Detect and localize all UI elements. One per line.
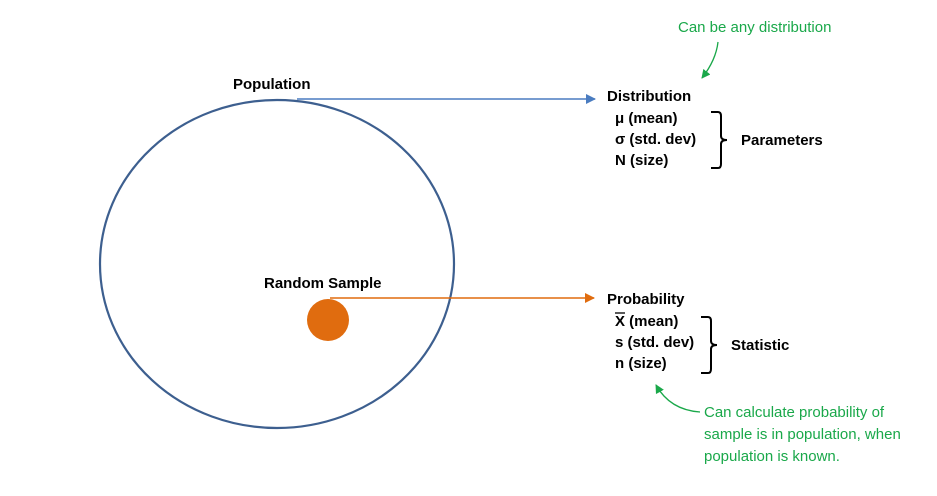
parameter-std-dev: σ (std. dev) [615,131,696,148]
statistic-mean: X (mean) [615,313,678,330]
parameters-label: Parameters [741,132,823,149]
random-sample-label: Random Sample [264,275,382,292]
parameter-mean: μ (mean) [615,110,678,127]
statistic-brace [701,316,718,374]
distribution-title: Distribution [607,88,691,105]
probability-note-line-1: Can calculate probability of [704,404,885,421]
random-sample-dot [307,299,349,341]
statistic-size: n (size) [615,355,667,372]
parameter-size: N (size) [615,152,668,169]
probability-note-line-3: population is known. [704,448,840,465]
statistic-label: Statistic [731,337,789,354]
parameters-brace [711,111,728,169]
population-label: Population [233,76,311,93]
probability-note-line-2: sample is in population, when [704,426,901,443]
distribution-note-arrow [701,41,719,79]
probability-note-arrow [655,384,701,413]
statistic-std-dev: s (std. dev) [615,334,694,351]
probability-title: Probability [607,291,685,308]
population-circle [98,98,456,430]
distribution-note: Can be any distribution [678,19,831,36]
